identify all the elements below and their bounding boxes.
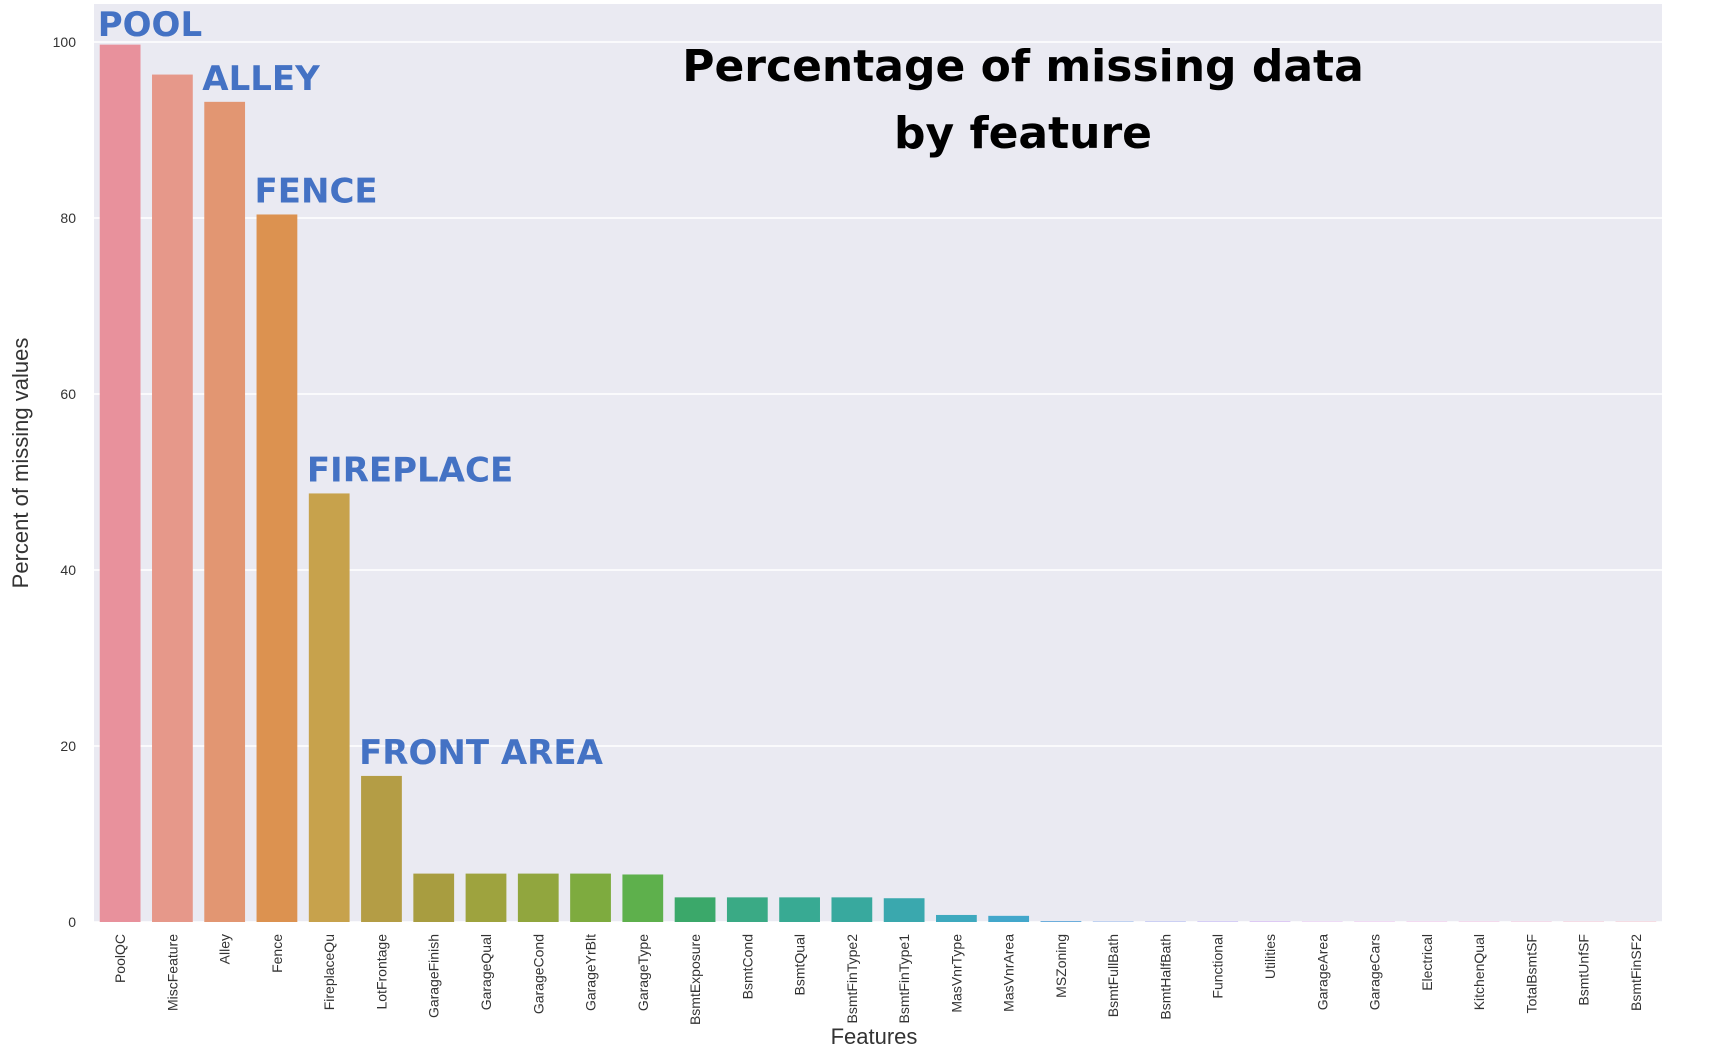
bar-MSZoning bbox=[1040, 921, 1082, 922]
x-tick-label-GarageCond: GarageCond bbox=[530, 934, 546, 1014]
x-tick-label-Functional: Functional bbox=[1210, 934, 1226, 999]
y-tick-label: 0 bbox=[68, 914, 76, 930]
bar-GarageType bbox=[622, 874, 664, 922]
x-tick-label-BsmtHalfBath: BsmtHalfBath bbox=[1157, 934, 1173, 1020]
bar-BsmtFinType2 bbox=[831, 897, 873, 922]
y-tick-label: 40 bbox=[60, 562, 76, 578]
x-tick-labels: PoolQC MiscFeature Alley Fence FireplaceQu Lo… bbox=[112, 934, 1644, 1025]
bar-MiscFeature bbox=[152, 74, 193, 922]
x-tick-label-BsmtCond: BsmtCond bbox=[739, 934, 755, 999]
x-tick-label-PoolQC: PoolQC bbox=[112, 934, 128, 983]
x-tick-label-MasVnrType: MasVnrType bbox=[948, 934, 964, 1013]
x-tick-label-LotFrontage: LotFrontage bbox=[373, 934, 389, 1010]
bar-GarageFinish bbox=[413, 873, 455, 922]
y-tick-label: 100 bbox=[53, 34, 77, 50]
bar-GarageYrBlt bbox=[570, 873, 611, 922]
x-tick-label-GarageYrBlt: GarageYrBlt bbox=[583, 934, 599, 1011]
x-tick-label-KitchenQual: KitchenQual bbox=[1471, 934, 1487, 1010]
y-tick-label: 80 bbox=[60, 210, 76, 226]
bar-MasVnrArea bbox=[988, 915, 1030, 922]
x-tick-label-BsmtExposure: BsmtExposure bbox=[687, 934, 703, 1025]
x-tick-label-BsmtFinType1: BsmtFinType1 bbox=[896, 934, 912, 1024]
bar-BsmtFinType1 bbox=[883, 898, 925, 922]
bar-Fence bbox=[256, 214, 298, 923]
y-tick-labels: 0 20 40 60 80 100 bbox=[53, 34, 77, 930]
x-tick-label-GarageArea: GarageArea bbox=[1314, 934, 1330, 1010]
plot-background bbox=[94, 4, 1662, 922]
x-tick-label-GarageCars: GarageCars bbox=[1367, 934, 1383, 1010]
x-tick-label-BsmtFinType2: BsmtFinType2 bbox=[844, 934, 860, 1024]
x-tick-label-FireplaceQu: FireplaceQu bbox=[321, 934, 337, 1010]
x-tick-label-BsmtUnfSF: BsmtUnfSF bbox=[1576, 934, 1592, 1006]
y-axis-label: Percent of missing values bbox=[8, 338, 33, 589]
bar-LotFrontage bbox=[361, 775, 402, 922]
bar-Alley bbox=[204, 101, 246, 923]
x-tick-label-GarageQual: GarageQual bbox=[478, 934, 494, 1010]
callout-front-area: FRONT AREA bbox=[359, 733, 604, 773]
bar-FireplaceQu bbox=[308, 493, 350, 922]
callout-fireplace: FIREPLACE bbox=[307, 450, 513, 490]
x-tick-label-MSZoning: MSZoning bbox=[1053, 934, 1069, 998]
bar-GarageCond bbox=[517, 873, 559, 922]
callout-pool: POOL bbox=[98, 5, 202, 45]
chart-title-line-1: Percentage of missing data bbox=[682, 41, 1364, 92]
x-tick-label-BsmtFullBath: BsmtFullBath bbox=[1105, 934, 1121, 1017]
x-tick-label-GarageFinish: GarageFinish bbox=[426, 934, 442, 1018]
bar-BsmtQual bbox=[779, 897, 820, 922]
chart-title-line-2: by feature bbox=[894, 108, 1152, 159]
bar-MasVnrType bbox=[936, 914, 977, 922]
y-tick-label: 20 bbox=[60, 738, 76, 754]
x-tick-label-MiscFeature: MiscFeature bbox=[164, 934, 180, 1011]
x-tick-label-Electrical: Electrical bbox=[1419, 934, 1435, 991]
x-tick-label-Utilities: Utilities bbox=[1262, 934, 1278, 979]
x-tick-label-BsmtFinSF2: BsmtFinSF2 bbox=[1628, 934, 1644, 1011]
x-tick-label-GarageType: GarageType bbox=[635, 934, 651, 1011]
callout-alley: ALLEY bbox=[202, 59, 320, 99]
bar-BsmtCond bbox=[726, 897, 768, 922]
x-tick-label-TotalBsmtSF: TotalBsmtSF bbox=[1523, 934, 1539, 1013]
x-tick-label-BsmtQual: BsmtQual bbox=[792, 934, 808, 995]
bar-GarageQual bbox=[465, 873, 507, 922]
gridlines bbox=[94, 41, 1662, 923]
x-tick-label-Fence: Fence bbox=[269, 934, 285, 973]
x-tick-label-Alley: Alley bbox=[217, 934, 233, 964]
x-axis-label: Features bbox=[831, 1024, 918, 1049]
y-tick-label: 60 bbox=[60, 386, 76, 402]
x-tick-label-MasVnrArea: MasVnrArea bbox=[1001, 934, 1017, 1012]
bar-BsmtExposure bbox=[674, 897, 716, 922]
callout-fence: FENCE bbox=[255, 171, 378, 211]
bars bbox=[99, 44, 1657, 923]
bar-PoolQC bbox=[99, 44, 141, 922]
